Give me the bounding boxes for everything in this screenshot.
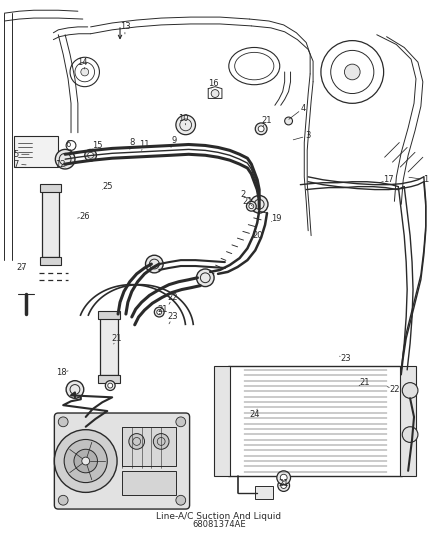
Bar [400, 366, 416, 476]
Text: 4: 4 [300, 104, 306, 113]
Bar [214, 366, 230, 476]
Circle shape [277, 471, 290, 484]
Text: 21: 21 [112, 334, 122, 343]
Circle shape [280, 474, 287, 481]
Text: 7: 7 [14, 159, 19, 168]
Circle shape [154, 307, 164, 317]
Circle shape [108, 383, 113, 388]
Text: 23: 23 [168, 312, 178, 321]
Circle shape [145, 255, 163, 273]
Text: 10: 10 [178, 114, 189, 123]
Text: 23: 23 [340, 353, 351, 362]
Text: 24: 24 [249, 410, 260, 419]
Circle shape [344, 64, 360, 80]
Text: 21: 21 [279, 479, 289, 488]
Text: 12: 12 [55, 159, 66, 168]
Text: 27: 27 [17, 263, 27, 272]
Bar [100, 314, 118, 375]
Text: 26: 26 [79, 212, 90, 221]
Bar [99, 311, 120, 319]
Text: 25: 25 [102, 182, 113, 191]
Circle shape [258, 126, 264, 132]
Text: 22: 22 [389, 385, 399, 394]
Circle shape [197, 269, 214, 287]
Text: 68081374AE: 68081374AE [192, 520, 246, 529]
Text: 2: 2 [240, 190, 245, 199]
Text: 21: 21 [242, 197, 253, 206]
Circle shape [54, 430, 117, 492]
Bar [122, 427, 176, 466]
Text: 11: 11 [139, 140, 150, 149]
Bar [255, 486, 273, 499]
Text: Line-A/C Suction And Liquid: Line-A/C Suction And Liquid [156, 512, 282, 521]
Text: 19: 19 [272, 214, 282, 223]
Bar [40, 184, 61, 191]
Text: 1: 1 [423, 175, 428, 184]
Circle shape [82, 457, 90, 465]
Circle shape [211, 90, 219, 98]
Circle shape [278, 480, 290, 491]
Circle shape [176, 417, 186, 427]
Circle shape [402, 383, 418, 398]
Bar [99, 375, 120, 383]
Circle shape [402, 427, 418, 442]
Circle shape [280, 474, 288, 482]
Circle shape [64, 440, 107, 482]
Circle shape [58, 417, 68, 427]
Circle shape [85, 149, 96, 161]
Text: 3: 3 [305, 131, 311, 140]
Circle shape [285, 117, 293, 125]
Circle shape [153, 433, 169, 449]
Text: 18: 18 [56, 368, 67, 377]
FancyBboxPatch shape [54, 413, 190, 509]
Circle shape [282, 476, 286, 480]
Circle shape [74, 449, 98, 473]
Text: 21: 21 [158, 305, 168, 313]
Text: 6: 6 [65, 140, 71, 149]
Bar [228, 366, 402, 476]
Circle shape [105, 381, 115, 391]
Circle shape [249, 204, 254, 209]
Bar [122, 471, 176, 495]
Text: 16: 16 [208, 79, 219, 88]
Circle shape [88, 152, 94, 158]
Text: 21: 21 [360, 378, 370, 387]
Circle shape [55, 149, 75, 169]
Text: 9: 9 [171, 136, 177, 145]
Circle shape [251, 196, 268, 213]
Text: 20: 20 [252, 231, 262, 240]
Circle shape [129, 433, 145, 449]
Text: 14: 14 [78, 58, 88, 67]
Circle shape [58, 495, 68, 505]
Circle shape [247, 201, 256, 211]
Bar [42, 187, 59, 257]
Circle shape [281, 482, 286, 488]
Text: 13: 13 [120, 22, 130, 31]
Circle shape [176, 495, 186, 505]
Circle shape [176, 115, 195, 135]
Bar [14, 136, 58, 167]
Bar [40, 257, 61, 265]
Text: 17: 17 [383, 175, 394, 184]
Text: 15: 15 [92, 141, 103, 150]
Text: 5: 5 [14, 150, 19, 159]
Circle shape [81, 68, 88, 76]
Circle shape [255, 123, 267, 135]
Text: 21: 21 [262, 117, 272, 125]
Text: 8: 8 [129, 138, 134, 147]
Circle shape [66, 381, 84, 398]
Text: 22: 22 [168, 293, 178, 302]
Circle shape [157, 310, 162, 314]
